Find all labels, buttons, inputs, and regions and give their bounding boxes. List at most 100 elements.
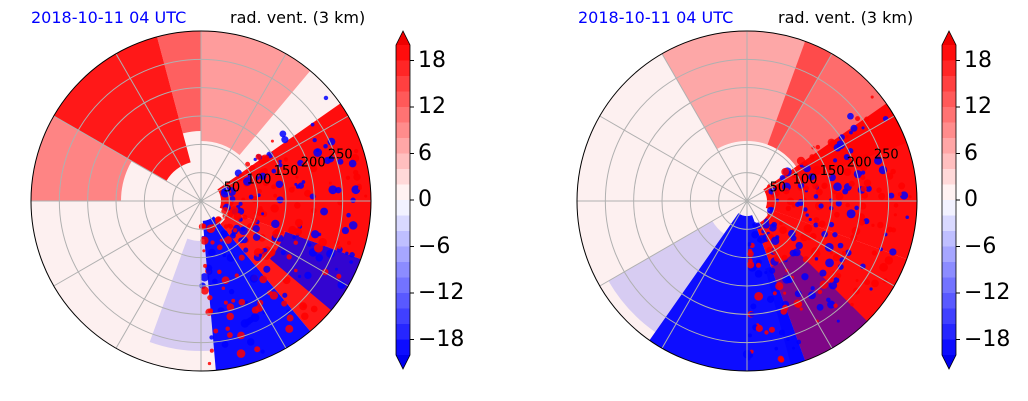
velocity-speck <box>837 242 844 249</box>
velocity-speck <box>833 182 842 192</box>
colorbar-tick-label: 6 <box>418 140 432 166</box>
velocity-speck <box>835 200 842 207</box>
colorbar-step <box>396 339 410 356</box>
velocity-speck <box>269 291 279 300</box>
velocity-speck <box>833 190 837 195</box>
velocity-speck <box>242 214 248 220</box>
velocity-speck <box>335 187 342 194</box>
velocity-speck <box>217 269 222 275</box>
colorbar-tick-label: −18 <box>418 326 465 352</box>
colorbar-tick-label: −6 <box>418 233 451 259</box>
velocity-speck <box>234 273 239 278</box>
velocity-speck <box>304 189 312 198</box>
velocity-speck <box>890 168 896 175</box>
velocity-speck <box>796 339 802 345</box>
range-ring-label: 250 <box>328 147 353 162</box>
velocity-speck <box>328 181 332 185</box>
colorbar-step <box>396 45 410 61</box>
colorbar-step <box>942 91 956 108</box>
velocity-speck <box>833 158 838 163</box>
velocity-speck <box>764 271 768 275</box>
velocity-speck <box>262 179 270 186</box>
velocity-speck <box>225 326 230 331</box>
velocity-speck <box>281 300 288 307</box>
velocity-speck <box>346 212 351 218</box>
velocity-speck <box>905 215 910 220</box>
velocity-speck <box>207 361 212 366</box>
colorbar-tick-label: −12 <box>418 280 465 305</box>
colorbar-step <box>396 262 410 278</box>
velocity-speck <box>795 202 801 208</box>
colorbar-step <box>942 45 956 61</box>
velocity-speck <box>747 250 754 258</box>
velocity-speck <box>323 156 332 165</box>
velocity-speck <box>755 324 763 332</box>
radial-spoke <box>200 200 287 349</box>
velocity-speck <box>312 137 317 143</box>
range-ring-label: 250 <box>874 147 899 162</box>
colorbar-extend-max <box>942 31 956 45</box>
velocity-speck <box>258 253 263 258</box>
velocity-speck <box>885 172 894 180</box>
radial-spoke <box>661 200 748 349</box>
velocity-speck <box>751 231 759 239</box>
velocity-speck <box>864 279 871 286</box>
velocity-speck <box>280 249 286 256</box>
velocity-speck <box>766 295 775 303</box>
velocity-speck <box>202 249 206 253</box>
velocity-speck <box>228 223 233 229</box>
velocity-speck <box>899 191 909 200</box>
colorbar-outline <box>941 30 957 370</box>
velocity-speck <box>271 219 280 229</box>
velocity-speck <box>908 195 912 199</box>
colorbar-step <box>942 153 956 170</box>
velocity-speck <box>845 135 849 139</box>
velocity-speck <box>809 233 817 240</box>
velocity-speck <box>200 236 209 245</box>
velocity-speck <box>200 286 209 295</box>
colorbar-tick-label: 18 <box>964 47 992 73</box>
colorbar-tick-label: −18 <box>964 326 1011 352</box>
velocity-speck <box>803 224 813 233</box>
velocity-speck <box>349 252 355 258</box>
colorbar-step <box>942 262 956 278</box>
velocity-speck <box>843 168 852 177</box>
velocity-speck <box>261 212 265 216</box>
velocity-speck <box>832 231 838 238</box>
velocity-speck <box>855 163 860 168</box>
velocity-speck <box>281 136 289 144</box>
velocity-speck <box>203 263 208 268</box>
velocity-speck <box>781 168 789 176</box>
colorbar-step <box>396 293 410 309</box>
velocity-speck <box>805 213 809 217</box>
velocity-speck <box>223 300 228 305</box>
velocity-speck <box>328 185 338 195</box>
velocity-speck <box>815 144 821 150</box>
colorbar-step <box>942 246 956 263</box>
velocity-speck <box>893 213 897 217</box>
velocity-speck <box>808 173 816 181</box>
velocity-speck <box>816 303 824 311</box>
radar-panel-2: 2018-10-11 04 UTC rad. vent. (3 km) 50 10… <box>546 0 1028 401</box>
velocity-speck <box>814 257 819 261</box>
colorbar-extend-max <box>396 31 410 45</box>
velocity-speck <box>801 273 809 281</box>
velocity-speck <box>797 182 805 189</box>
colorbar-step <box>396 138 410 154</box>
velocity-speck <box>278 159 282 164</box>
velocity-speck <box>746 261 755 269</box>
velocity-speck <box>809 154 815 160</box>
velocity-speck <box>310 122 315 127</box>
velocity-speck <box>779 226 787 235</box>
velocity-speck <box>812 165 822 175</box>
velocity-speck <box>270 204 279 213</box>
velocity-speck <box>898 182 906 190</box>
range-ring-label: 150 <box>274 164 299 179</box>
velocity-speck <box>819 269 827 277</box>
velocity-speck <box>286 254 292 260</box>
velocity-speck <box>294 268 298 273</box>
velocity-speck <box>215 216 222 223</box>
velocity-speck <box>803 164 811 173</box>
velocity-speck <box>878 192 886 200</box>
